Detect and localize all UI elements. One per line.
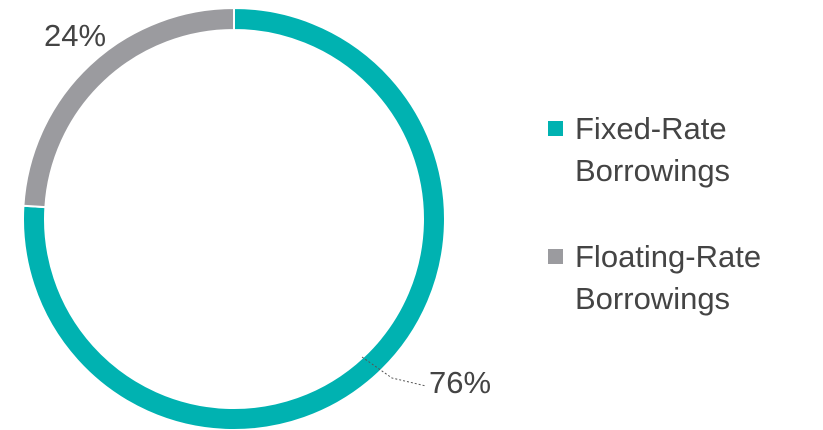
- legend: Fixed-Rate Borrowings Floating-Rate Borro…: [548, 108, 808, 364]
- legend-item: Fixed-Rate Borrowings: [548, 108, 808, 192]
- data-label: 24%: [44, 18, 106, 53]
- leader-line: [361, 356, 427, 387]
- legend-item: Floating-Rate Borrowings: [548, 236, 808, 320]
- legend-label: Floating-Rate Borrowings: [575, 239, 762, 316]
- legend-swatch: [548, 121, 563, 136]
- data-label: 76%: [429, 365, 491, 400]
- legend-label: Fixed-Rate Borrowings: [575, 111, 731, 188]
- legend-swatch: [548, 249, 563, 264]
- donut-segment: [22, 6, 235, 209]
- donut-segment: [22, 6, 446, 430]
